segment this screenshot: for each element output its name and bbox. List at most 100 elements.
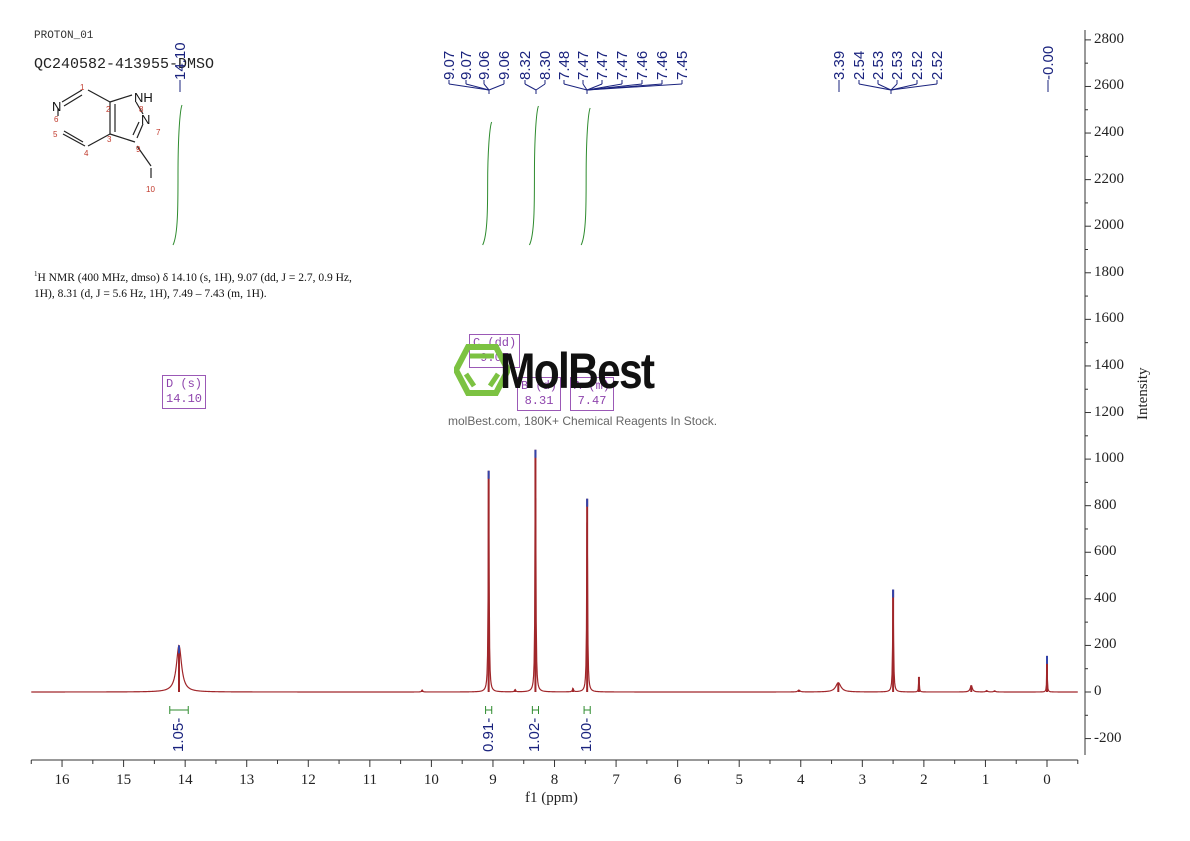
atom-nh8: NH: [134, 90, 153, 105]
peak-label: 7.47: [614, 50, 631, 80]
peak-label: 14.10: [172, 42, 189, 80]
y-tick-label: 1600: [1094, 310, 1124, 327]
watermark-logo: MolBest: [500, 343, 655, 399]
peak-label: 7.46: [634, 50, 651, 80]
y-tick-label: 2000: [1094, 217, 1124, 234]
peak-label: 2.54: [851, 50, 868, 80]
svg-text:8: 8: [139, 105, 144, 114]
x-tick-label: 7: [612, 772, 620, 788]
peak-label-connector: [524, 83, 537, 91]
peak-label: 2.52: [909, 50, 926, 80]
x-tick-label: 12: [300, 772, 316, 788]
peak-label: 9.06: [476, 50, 493, 80]
peak-label-connector: [563, 83, 588, 91]
peak-label-connector: [877, 83, 892, 91]
peak-label: 7.48: [556, 50, 573, 80]
watermark-tagline: molBest.com, 180K+ Chemical Reagents In …: [448, 414, 718, 428]
x-tick-label: 6: [673, 772, 682, 788]
x-tick-label: 16: [54, 772, 70, 788]
x-tick-label: 1: [981, 772, 990, 788]
x-tick-label: 3: [858, 772, 867, 788]
y-tick-label: 600: [1094, 543, 1117, 560]
y-axis-title: Intensity: [1135, 367, 1151, 421]
multiplet-shift: 14.10: [166, 392, 203, 406]
peak-label: 2.53: [889, 50, 906, 80]
peak-label: 9.07: [441, 50, 458, 80]
multiplet-shift: 8.31: [524, 394, 554, 408]
y-tick-label: 800: [1094, 496, 1117, 513]
integral-curve: [482, 121, 493, 246]
peak-label: 3.39: [831, 50, 848, 80]
atom-n7: N: [141, 112, 150, 127]
molbest-logo-icon: [454, 344, 510, 396]
atom-n6: N: [52, 99, 61, 114]
peak-label: 8.30: [537, 50, 554, 80]
peak-label: 7.47: [575, 50, 592, 80]
integral-value: 1.02-: [526, 717, 544, 752]
nmr-summary-line2: 1H), 8.31 (d, J = 5.6 Hz, 1H), 7.49 – 7.…: [34, 287, 267, 300]
integral-curve: [528, 105, 539, 246]
svg-text:3: 3: [107, 135, 112, 144]
peak-label-connector: [890, 83, 898, 91]
peak-label: 9.06: [496, 50, 513, 80]
chemical-structure: N NH N 1 2 3 4 5 6 7 8 9 10: [52, 83, 161, 194]
x-tick-label: 14: [177, 772, 193, 788]
peak-label-connector: [890, 83, 938, 91]
y-tick-label: 1000: [1094, 450, 1124, 467]
svg-text:5: 5: [53, 130, 58, 139]
peak-label-connector: [465, 83, 490, 91]
multiplet-label: B (d): [521, 379, 558, 393]
y-tick-label: 400: [1094, 589, 1117, 606]
y-tick-label: -200: [1094, 729, 1122, 746]
peak-label-connector: [586, 83, 683, 91]
peak-label: 7.47: [594, 50, 611, 80]
superscript: 1: [34, 270, 38, 278]
peak-label-connector: [488, 83, 505, 91]
multiplet-box-a: A (m) 7.47: [570, 377, 615, 411]
svg-text:1: 1: [80, 83, 85, 92]
peak-label: -0.00: [1040, 45, 1057, 80]
peak-label: 2.52: [929, 50, 946, 80]
multiplet-shift: 7.47: [577, 394, 607, 408]
integral-curve: [580, 107, 591, 246]
multiplet-label: D (s): [166, 377, 203, 391]
peak-label-connector: [586, 83, 603, 91]
y-tick-label: 1800: [1094, 263, 1124, 280]
x-tick-label: 5: [735, 772, 743, 788]
integral-value: 1.05-: [170, 717, 187, 752]
integral-curve: [172, 104, 183, 246]
peak-label: 9.07: [458, 50, 475, 80]
svg-text:4: 4: [84, 149, 89, 158]
peak-label-connector: [483, 83, 490, 91]
x-tick-label: 15: [116, 772, 132, 788]
nmr-summary: 1H NMR (400 MHz, dmso) δ 14.10 (s, 1H), …: [34, 266, 454, 302]
x-tick-label: 8: [550, 772, 559, 788]
peak-label-connector: [582, 83, 588, 91]
integral-value: 0.91-: [479, 717, 497, 752]
svg-text:9: 9: [136, 145, 141, 154]
x-tick-label: 9: [489, 772, 497, 788]
peak-label-connector: [535, 83, 546, 91]
multiplet-box-d: D (s) 14.10: [162, 375, 207, 409]
x-tick-label: 10: [423, 772, 439, 788]
multiplet-box-b: B (d) 8.31: [517, 377, 562, 411]
peak-label: 2.53: [870, 50, 887, 80]
y-tick-label: 200: [1094, 636, 1117, 653]
y-tick-label: 2600: [1094, 77, 1124, 94]
x-tick-label: 4: [797, 772, 805, 788]
multiplet-label: A (m): [574, 379, 611, 393]
peak-label-connector: [858, 83, 892, 91]
svg-text:10: 10: [146, 185, 155, 194]
y-tick-label: 1200: [1094, 403, 1124, 420]
svg-text:6: 6: [54, 115, 59, 124]
y-tick-label: 1400: [1094, 356, 1124, 373]
svg-text:2: 2: [106, 105, 111, 114]
x-axis-title: f1 (ppm): [525, 790, 578, 806]
x-tick-label: 13: [239, 772, 255, 788]
x-tick-label: 0: [1043, 772, 1051, 788]
y-tick-label: 2400: [1094, 124, 1124, 141]
svg-text:7: 7: [156, 128, 161, 137]
peak-label: 7.46: [654, 50, 671, 80]
sample-title: QC240582-413955-DMSO: [34, 56, 215, 73]
